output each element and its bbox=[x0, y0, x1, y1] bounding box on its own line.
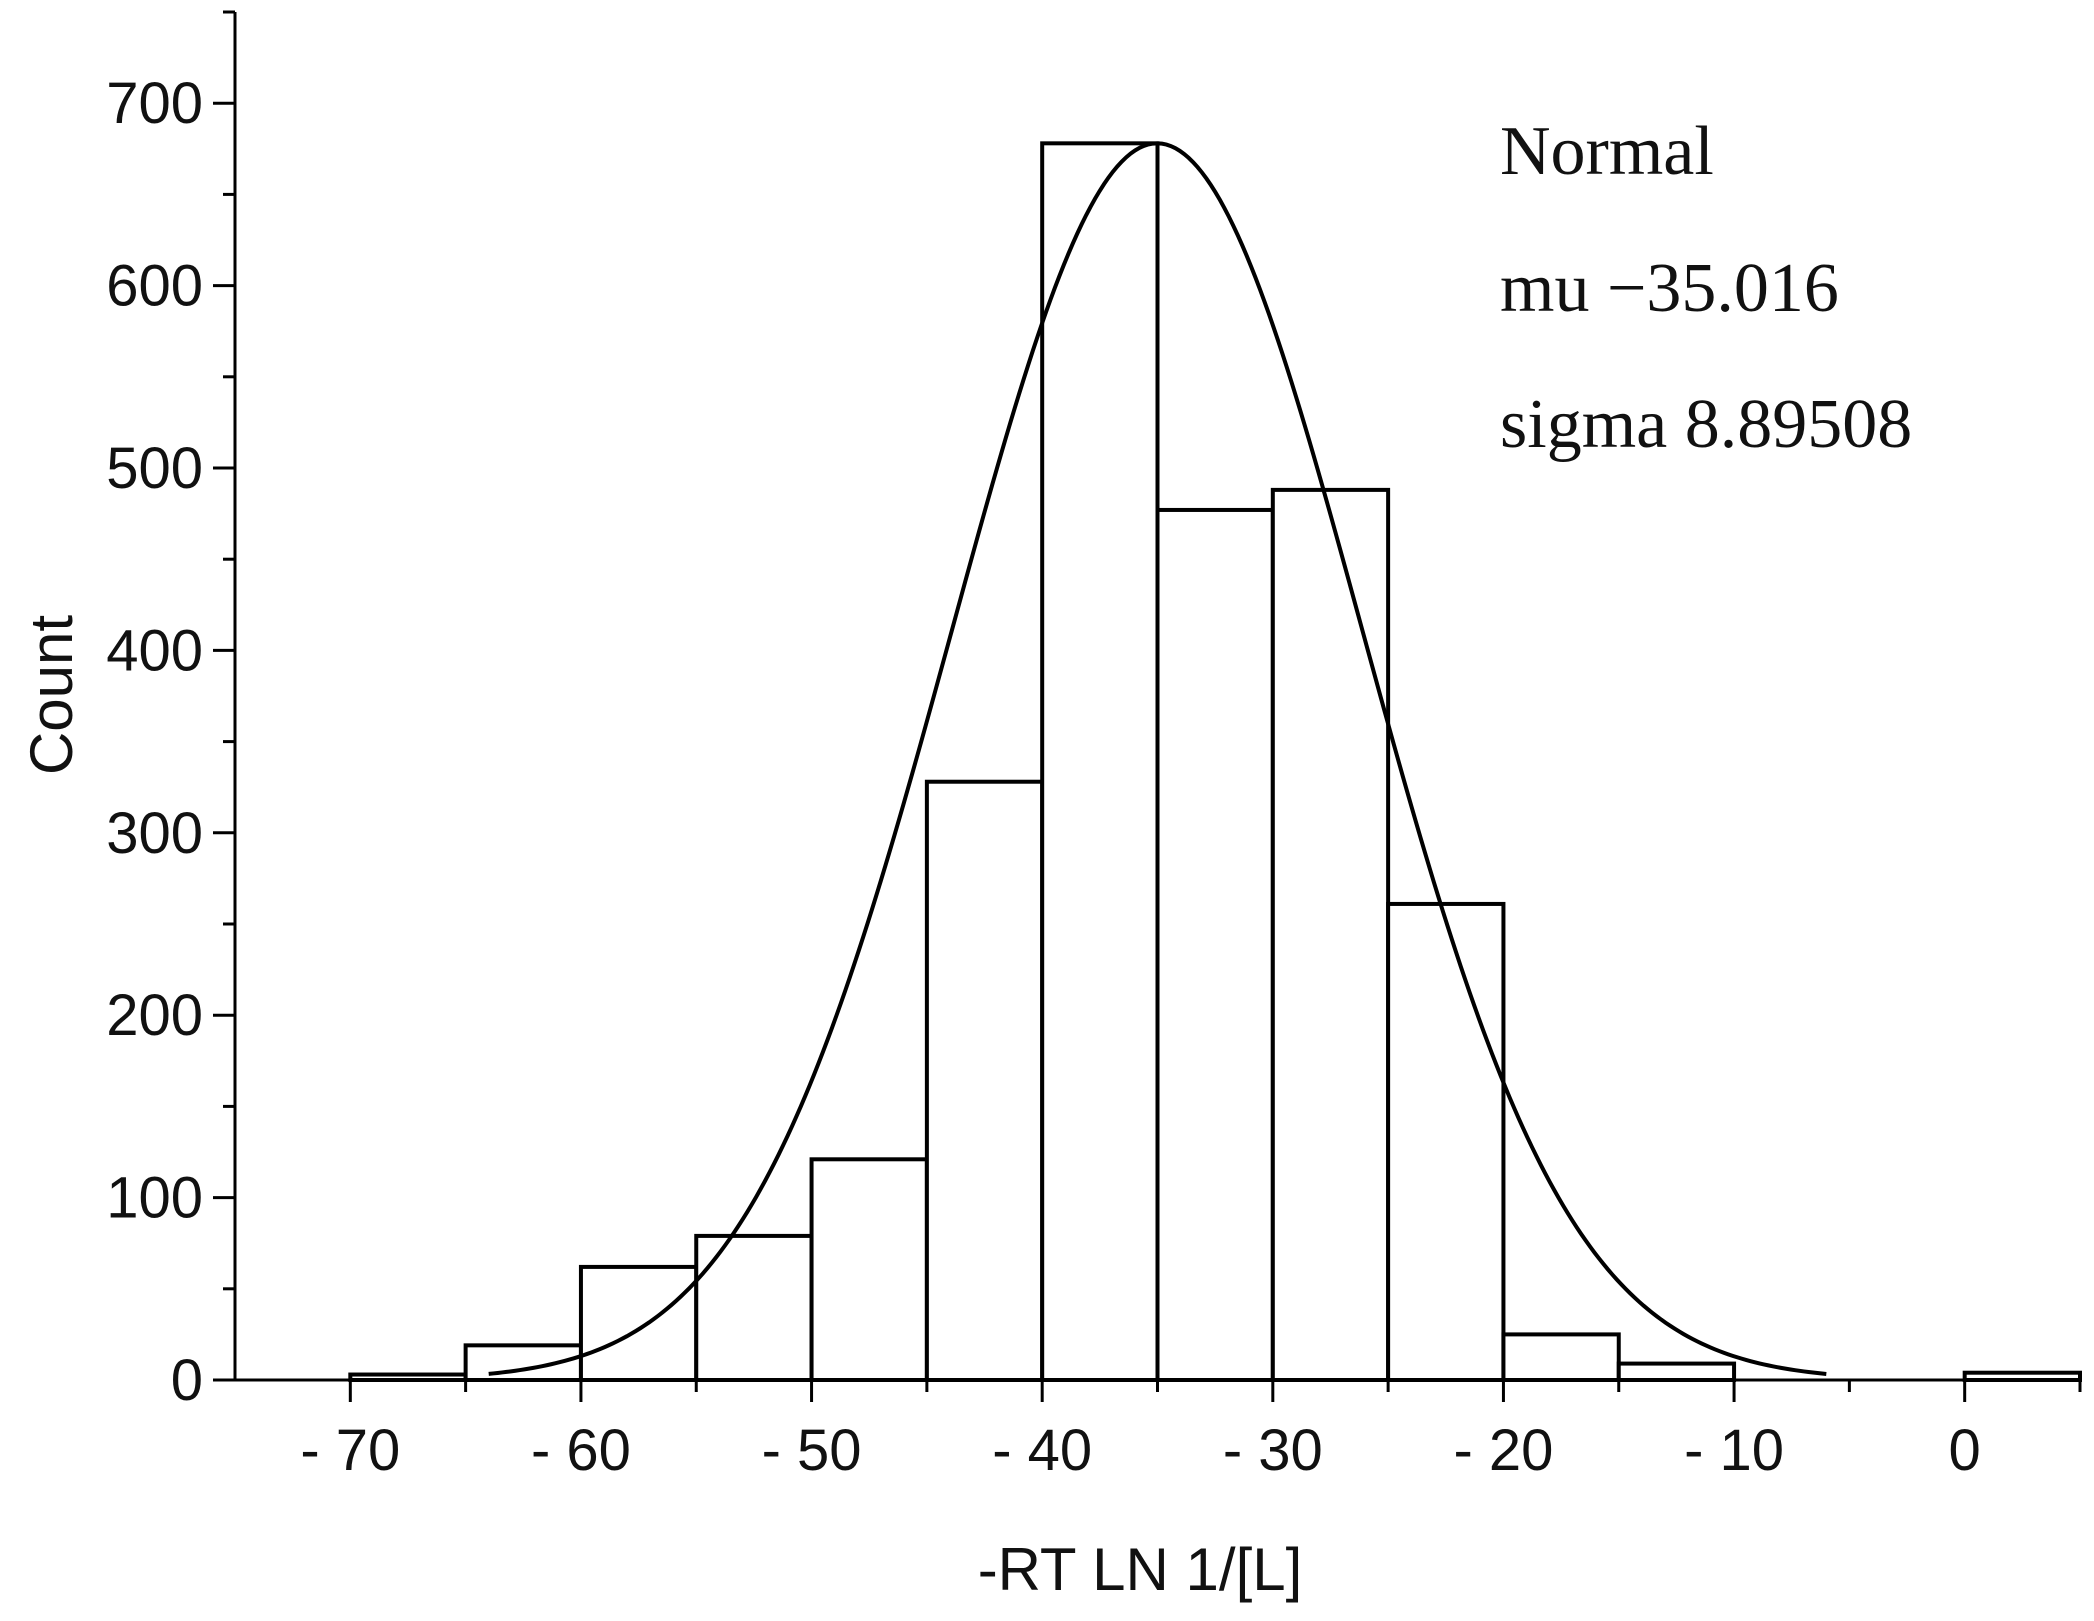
x-axis-title: -RT LN 1/[L] bbox=[978, 1536, 1303, 1603]
x-tick-label: - 40 bbox=[992, 1418, 1092, 1483]
x-tick-label: - 10 bbox=[1684, 1418, 1784, 1483]
histogram-bar-2 bbox=[578, 1264, 699, 1382]
x-axis-ticks: - 70 - 60 - 50 - 40 - 30 - 20 - 10 0 bbox=[300, 1380, 2082, 1483]
histogram-bar-10 bbox=[1501, 1332, 1621, 1383]
y-tick-label: 200 bbox=[106, 983, 203, 1048]
x-tick-label: - 30 bbox=[1223, 1418, 1323, 1483]
y-tick-label: 100 bbox=[106, 1166, 203, 1231]
histogram-bar-11 bbox=[1616, 1361, 1737, 1382]
x-tick-label: - 60 bbox=[531, 1418, 631, 1483]
histogram-bar-7 bbox=[1155, 507, 1275, 1382]
x-tick-label: 0 bbox=[1949, 1418, 1981, 1483]
annotation-distribution: Normal bbox=[1500, 113, 1714, 190]
fit-annotation: Normal mu −35.016 sigma 8.89508 bbox=[1500, 113, 1912, 463]
y-tick-label: 600 bbox=[106, 254, 203, 319]
histogram-bars bbox=[348, 141, 2082, 1383]
y-tick-label: 700 bbox=[106, 71, 203, 136]
annotation-sigma: sigma 8.89508 bbox=[1500, 386, 1912, 463]
x-tick-label: - 70 bbox=[300, 1418, 400, 1483]
x-tick-label: - 50 bbox=[762, 1418, 862, 1483]
y-tick-label: 500 bbox=[106, 436, 203, 501]
histogram-bar-5 bbox=[924, 779, 1045, 1382]
normal-fit-curve bbox=[488, 141, 1827, 1376]
histogram-bar-4 bbox=[809, 1157, 929, 1383]
histogram-bar-6 bbox=[1040, 141, 1160, 1382]
y-tick-label: 0 bbox=[171, 1348, 203, 1413]
y-axis-ticks: 0 100 200 300 400 500 600 700 bbox=[106, 10, 235, 1413]
y-axis-title: Count bbox=[18, 615, 85, 775]
y-tick-label: 300 bbox=[106, 801, 203, 866]
histogram-bar-8 bbox=[1270, 487, 1391, 1382]
annotation-mu: mu −35.016 bbox=[1500, 250, 1839, 327]
x-tick-label: - 20 bbox=[1453, 1418, 1553, 1483]
histogram-bar-9 bbox=[1386, 901, 1506, 1382]
y-tick-label: 400 bbox=[106, 618, 203, 683]
